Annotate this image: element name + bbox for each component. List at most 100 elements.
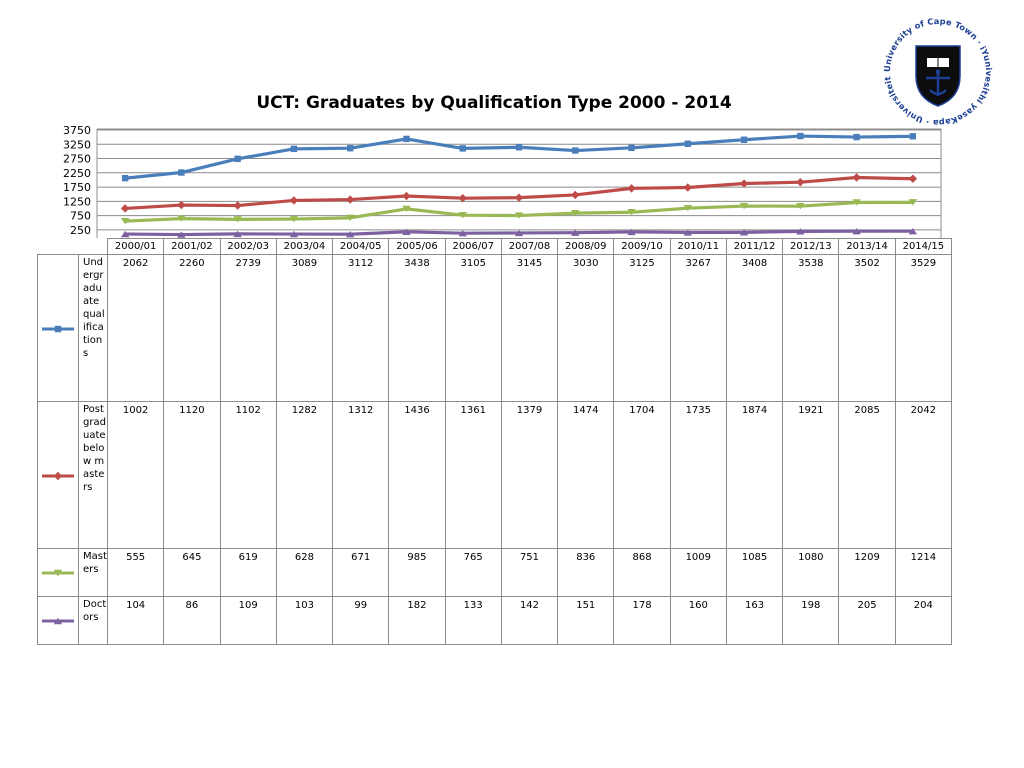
data-point — [121, 174, 129, 182]
data-label: 182 — [388, 596, 446, 645]
data-point — [346, 230, 355, 238]
data-label: 178 — [613, 596, 671, 645]
data-point — [909, 133, 917, 140]
data-point — [908, 227, 918, 235]
data-label: 142 — [500, 596, 559, 645]
data-label: 3529 — [894, 254, 952, 402]
data-point — [347, 145, 354, 152]
data-label: 3408 — [725, 254, 784, 402]
series-line — [123, 175, 915, 211]
data-point — [402, 205, 411, 213]
data-label: 555 — [106, 548, 165, 597]
data-point — [628, 144, 635, 152]
category-label: 2010/11 — [669, 238, 727, 255]
data-label: 1704 — [613, 401, 671, 549]
data-point — [178, 169, 185, 176]
data-label: 751 — [500, 548, 559, 597]
table-corner — [38, 239, 108, 255]
data-point — [908, 199, 918, 206]
category-label: 2012/13 — [782, 238, 840, 255]
category-label: 2007/08 — [500, 238, 559, 255]
series-name: Masters — [78, 548, 108, 597]
data-point — [458, 211, 467, 219]
category-label: 2011/12 — [725, 238, 784, 255]
table-row: Doctors 104 86 109 103 99 182 133 142 151 178 160 16… — [37, 596, 952, 645]
data-point — [289, 196, 299, 205]
data-label: 2042 — [894, 401, 952, 549]
data-label: 2739 — [219, 254, 277, 402]
data-label: 1120 — [163, 401, 221, 549]
legend-swatch — [42, 617, 74, 625]
data-label: 3438 — [388, 254, 446, 402]
data-point — [627, 184, 636, 193]
series-name: Undergraduate qualifications — [78, 254, 108, 402]
data-point — [852, 227, 861, 235]
y-tick-label: 250 — [70, 224, 91, 237]
category-label: 2013/14 — [838, 238, 896, 255]
data-label: 1379 — [500, 401, 559, 549]
data-point — [796, 202, 805, 210]
series-lines — [120, 132, 918, 238]
data-label: 1009 — [669, 548, 727, 597]
data-point — [346, 195, 355, 204]
data-label: 133 — [444, 596, 502, 645]
data-label: 836 — [557, 548, 615, 597]
legend-swatch — [42, 471, 74, 480]
data-label: 1002 — [106, 401, 165, 549]
y-tick-label: 1250 — [63, 195, 91, 208]
category-label: 2006/07 — [444, 238, 502, 255]
data-label: 163 — [725, 596, 784, 645]
series-line — [123, 134, 915, 180]
data-label: 1209 — [838, 548, 896, 597]
data-label: 3125 — [613, 254, 671, 402]
data-point — [120, 217, 130, 225]
legend-marker — [53, 617, 63, 625]
data-label: 2260 — [163, 254, 221, 402]
category-label: 2002/03 — [219, 238, 277, 255]
data-label: 1436 — [388, 401, 446, 549]
data-label: 3502 — [838, 254, 896, 402]
data-point — [514, 212, 524, 219]
data-point — [289, 215, 299, 223]
data-point — [572, 147, 579, 154]
data-label: 1474 — [557, 401, 615, 549]
data-point — [796, 228, 805, 235]
data-point — [346, 214, 355, 222]
y-tick-label: 3750 — [63, 124, 91, 137]
legend-key — [37, 596, 79, 645]
data-label: 619 — [219, 548, 277, 597]
data-point — [571, 190, 580, 200]
data-point — [797, 132, 804, 140]
legend-key — [37, 254, 79, 402]
data-point — [233, 216, 242, 223]
data-label: 151 — [557, 596, 615, 645]
data-point — [740, 136, 748, 143]
data-label: 868 — [613, 548, 671, 597]
data-point — [853, 133, 860, 141]
category-label: 2009/10 — [613, 238, 671, 255]
data-label: 645 — [163, 548, 221, 597]
data-point — [459, 145, 466, 152]
legend-key — [37, 401, 79, 549]
data-label: 1085 — [725, 548, 784, 597]
data-label: 103 — [275, 596, 334, 645]
data-label: 3145 — [500, 254, 559, 402]
data-point — [515, 144, 523, 151]
data-point — [683, 229, 692, 236]
data-point — [739, 229, 749, 236]
table-row: Masters 555 645 619 628 671 985 765 751 836 868 100… — [37, 548, 952, 597]
legend-swatch — [42, 569, 74, 577]
data-point — [458, 193, 467, 203]
data-point — [796, 177, 805, 187]
data-label: 160 — [669, 596, 727, 645]
data-point — [402, 228, 411, 236]
category-label: 2000/01 — [106, 238, 165, 255]
data-point — [289, 230, 299, 238]
data-point — [177, 215, 186, 222]
table-row: Postgraduate below masters 1002 1120 1102 12… — [37, 401, 952, 549]
category-label: 2004/05 — [332, 238, 390, 255]
data-label: 1080 — [782, 548, 840, 597]
data-point — [683, 205, 692, 212]
y-tick-label: 1750 — [63, 181, 91, 194]
